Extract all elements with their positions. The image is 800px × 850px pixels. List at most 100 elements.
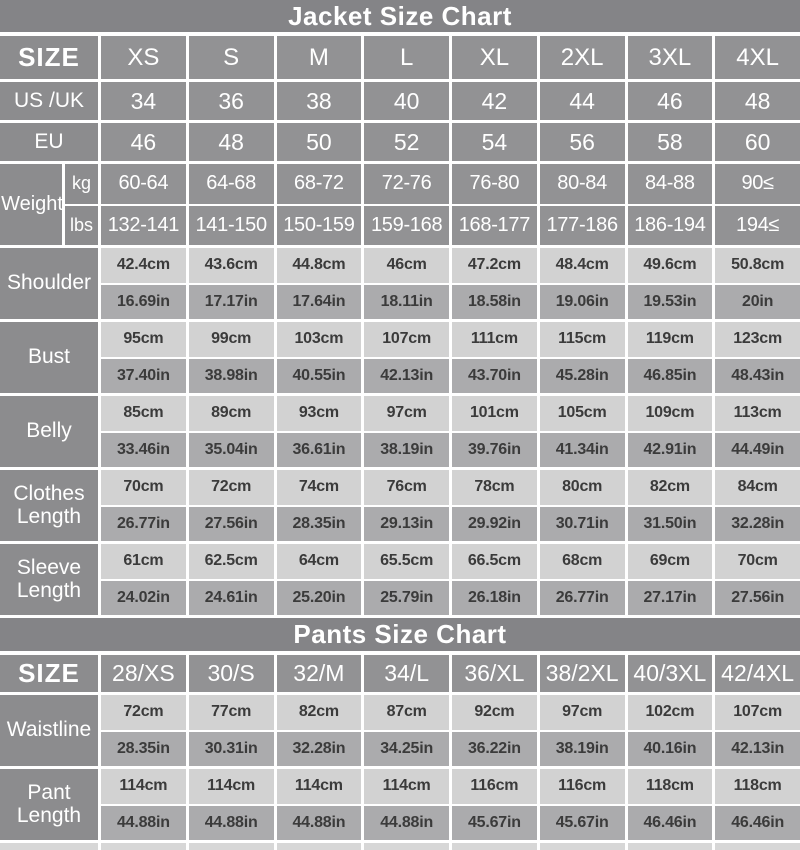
jacket-us-uk-row: US /UK 34 36 38 40 42 44 46 48	[0, 82, 800, 123]
lbs-unit-label: lbs	[65, 205, 98, 245]
measurement-inch-cell: 24.61in	[188, 580, 274, 615]
strip-cell	[0, 843, 98, 850]
measurement-cm-cell: 116cm	[452, 769, 537, 804]
weight-kg-cell: 80-84	[539, 164, 625, 204]
measurement-inch-cell: 34.25in	[364, 731, 449, 766]
measurement-cm-cell: 118cm	[715, 769, 800, 804]
size-header-label: SIZE	[0, 655, 98, 692]
pants-size-cell: 36/XL	[452, 655, 537, 692]
measurement-cm-cell: 43.6cm	[188, 248, 274, 283]
belly-group: Belly 85cm 89cm 93cm 97cm 101cm 105cm 109cm 113c…	[0, 396, 800, 470]
measurement-cm-cell: 105cm	[539, 396, 625, 431]
measurement-cm-cell: 119cm	[627, 322, 713, 357]
measurement-inch-cell: 27.17in	[627, 580, 713, 615]
measurement-cm-cell: 61cm	[101, 544, 186, 579]
measurement-cm-cell: 116cm	[539, 769, 625, 804]
us-uk-value-cell: 34	[101, 82, 186, 120]
measurement-inch-cell: 17.17in	[188, 284, 274, 319]
measurement-inch-cell: 27.56in	[715, 580, 800, 615]
measurement-cm-cell: 114cm	[276, 769, 362, 804]
measurement-inch-cell: 25.20in	[276, 580, 362, 615]
us-uk-value-cell: 38	[276, 82, 362, 120]
pants-size-cell: 40/3XL	[627, 655, 713, 692]
measurement-inch-cell: 38.19in	[539, 731, 625, 766]
measurement-cm-cell: 49.6cm	[627, 248, 713, 283]
jacket-size-cell: XS	[101, 36, 186, 79]
weight-kg-cell: 68-72	[276, 164, 362, 204]
measurement-inch-cell: 44.88in	[364, 805, 449, 840]
measurement-cm-cell: 89cm	[188, 396, 274, 431]
pants-size-cell: 28/XS	[101, 655, 186, 692]
weight-kg-cell: 60-64	[101, 164, 186, 204]
measurement-cm-cell: 77cm	[188, 695, 274, 730]
size-header-label: SIZE	[0, 36, 98, 79]
pants-size-cell: 38/2XL	[539, 655, 625, 692]
jacket-chart-title-bar: Jacket Size Chart	[0, 0, 800, 36]
shoulder-group: Shoulder 42.4cm 43.6cm 44.8cm 46cm 47.2cm 48.4…	[0, 248, 800, 322]
measurement-cm-cell: 107cm	[715, 695, 800, 730]
measurement-inch-cell: 24.02in	[101, 580, 186, 615]
jacket-size-cell: M	[276, 36, 362, 79]
measurement-cm-cell: 44.8cm	[276, 248, 362, 283]
jacket-chart-title: Jacket Size Chart	[288, 0, 512, 31]
measurement-cm-cell: 62.5cm	[188, 544, 274, 579]
measurement-cm-cell: 74cm	[276, 470, 362, 505]
measurement-inch-cell: 44.88in	[101, 805, 186, 840]
measurement-cm-cell: 101cm	[452, 396, 537, 431]
measurement-cm-cell: 82cm	[627, 470, 713, 505]
measurement-label: Belly	[0, 396, 98, 467]
measurement-cm-cell: 82cm	[276, 695, 362, 730]
eu-value-cell: 48	[188, 123, 274, 161]
strip-cell	[627, 843, 713, 850]
measurement-inch-cell: 16.69in	[101, 284, 186, 319]
eu-value-cell: 52	[364, 123, 449, 161]
eu-value-cell: 58	[627, 123, 713, 161]
measurement-cm-cell: 80cm	[539, 470, 625, 505]
measurement-inch-cell: 35.04in	[188, 432, 274, 467]
measurement-inch-cell: 38.98in	[188, 358, 274, 393]
weight-kg-cell: 90≤	[715, 164, 800, 204]
measurement-cm-cell: 111cm	[452, 322, 537, 357]
pants-chart-title-bar: Pants Size Chart	[0, 618, 800, 655]
measurement-cm-cell: 78cm	[452, 470, 537, 505]
pants-size-header-row: SIZE 28/XS 30/S 32/M 34/L 36/XL 38/2XL 40/3XL 42…	[0, 655, 800, 695]
measurement-inch-cell: 41.34in	[539, 432, 625, 467]
us-uk-value-cell: 42	[452, 82, 537, 120]
measurement-inch-cell: 45.67in	[539, 805, 625, 840]
measurement-inch-cell: 48.43in	[715, 358, 800, 393]
measurement-label: Clothes Length	[0, 470, 98, 541]
us-uk-value-cell: 44	[539, 82, 625, 120]
measurement-cm-cell: 115cm	[539, 322, 625, 357]
cutoff-bottom-strip	[0, 843, 800, 850]
measurement-inch-cell: 30.71in	[539, 506, 625, 541]
measurement-cm-cell: 87cm	[364, 695, 449, 730]
measurement-cm-cell: 84cm	[715, 470, 800, 505]
measurement-label: Waistline	[0, 695, 98, 766]
weight-lbs-cell: 194≤	[715, 205, 800, 245]
weight-kg-cell: 72-76	[364, 164, 449, 204]
eu-value-cell: 60	[715, 123, 800, 161]
measurement-inch-cell: 18.58in	[452, 284, 537, 319]
measurement-inch-cell: 26.18in	[452, 580, 537, 615]
measurement-cm-cell: 114cm	[188, 769, 274, 804]
measurement-inch-cell: 33.46in	[101, 432, 186, 467]
strip-cell	[276, 843, 362, 850]
measurement-cm-cell: 107cm	[364, 322, 449, 357]
jacket-size-cell: 4XL	[715, 36, 800, 79]
sleeve-length-group: Sleeve Length 61cm 62.5cm 64cm 65.5cm 66.5cm 6…	[0, 544, 800, 618]
pants-size-cell: 32/M	[276, 655, 362, 692]
us-uk-value-cell: 48	[715, 82, 800, 120]
measurement-inch-cell: 18.11in	[364, 284, 449, 319]
pants-chart-title: Pants Size Chart	[293, 619, 507, 649]
measurement-cm-cell: 42.4cm	[101, 248, 186, 283]
measurement-inch-cell: 19.53in	[627, 284, 713, 319]
weight-kg-cell: 64-68	[188, 164, 274, 204]
measurement-inch-cell: 36.22in	[452, 731, 537, 766]
measurement-inch-cell: 42.13in	[364, 358, 449, 393]
jacket-weight-rows: Weight kg lbs 60-64 64-68 68-72 72-76 76-80 80-8…	[0, 164, 800, 248]
measurement-cm-cell: 70cm	[101, 470, 186, 505]
eu-value-cell: 56	[539, 123, 625, 161]
measurement-label: Pant Length	[0, 769, 98, 840]
pants-size-cell: 30/S	[188, 655, 274, 692]
weight-kg-cell: 76-80	[452, 164, 537, 204]
